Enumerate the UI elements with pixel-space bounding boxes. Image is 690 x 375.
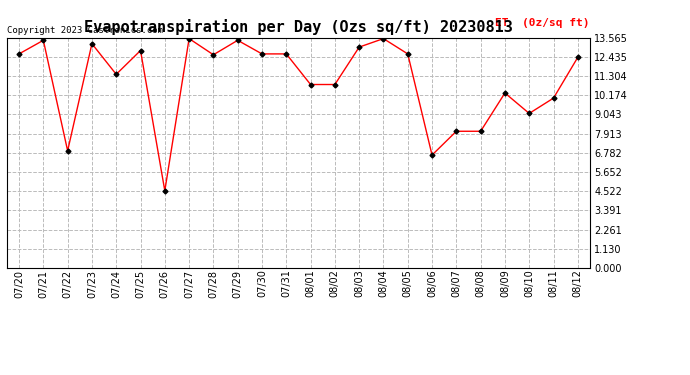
Title: Evapotranspiration per Day (Ozs sq/ft) 20230813: Evapotranspiration per Day (Ozs sq/ft) 2…: [84, 19, 513, 35]
Text: ET  (0z/sq ft): ET (0z/sq ft): [495, 18, 590, 28]
Text: Copyright 2023 Castronics.com: Copyright 2023 Castronics.com: [7, 26, 163, 35]
